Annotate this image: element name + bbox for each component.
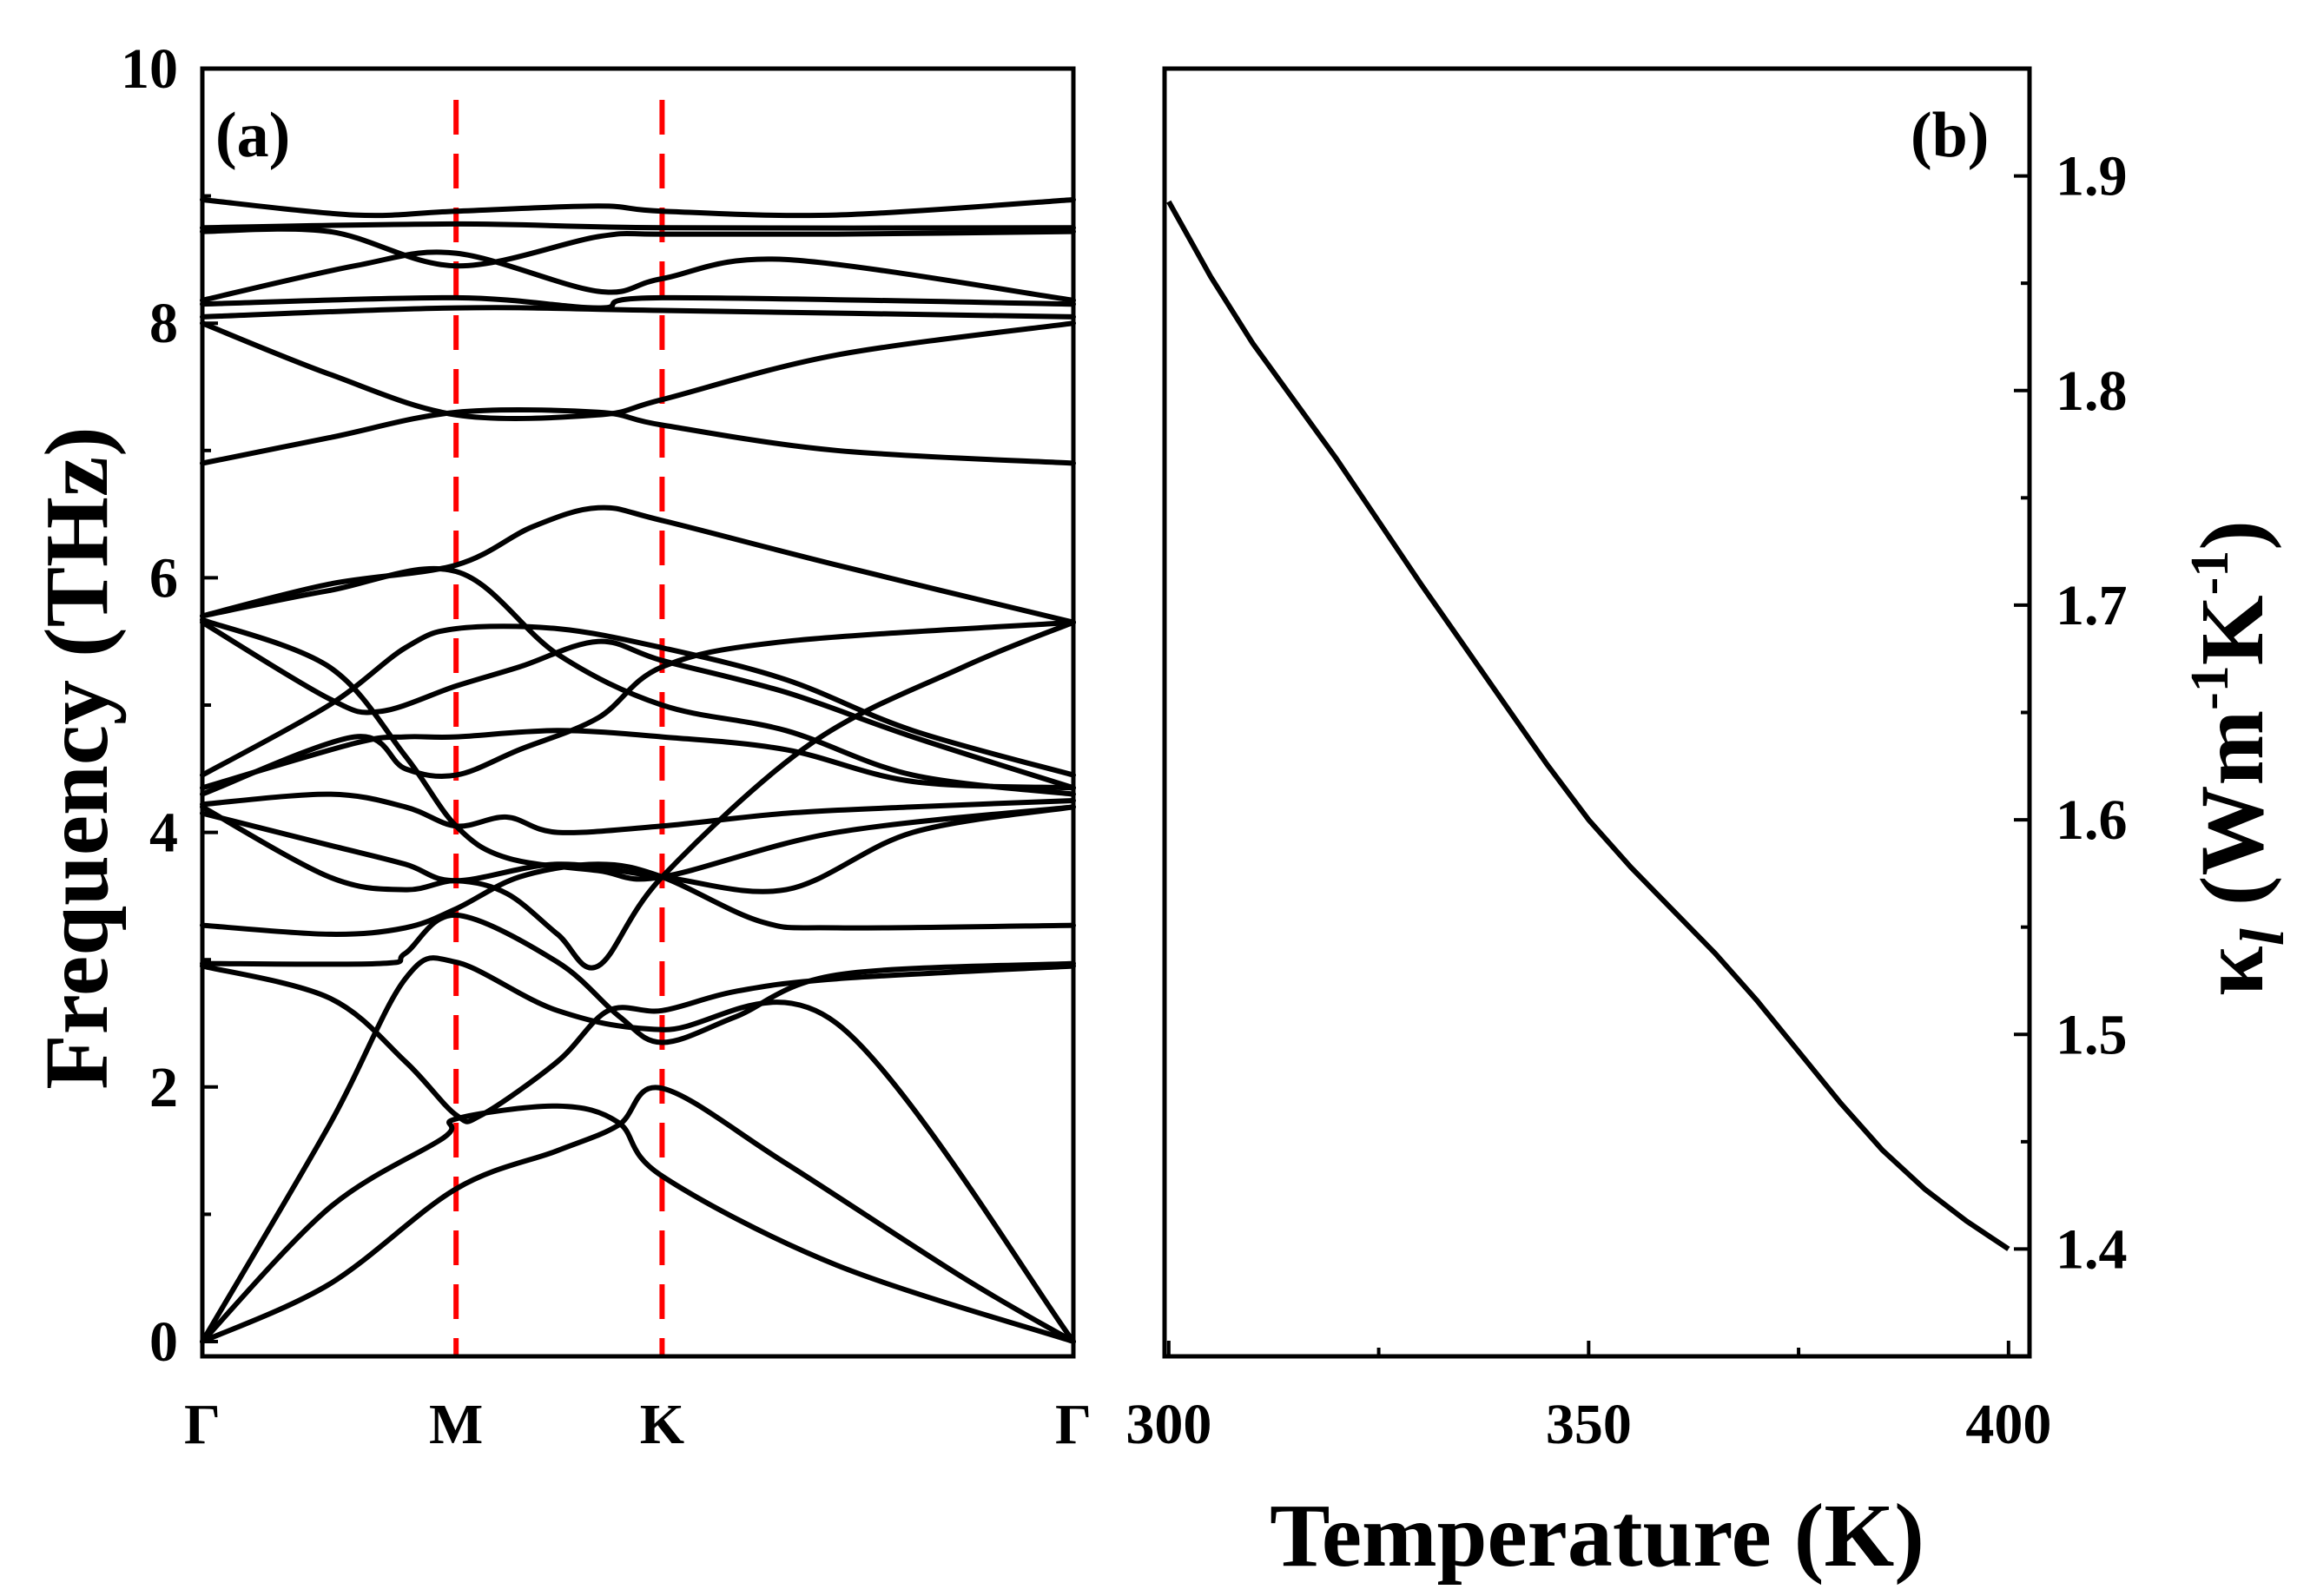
panel-a-label: (a) [215, 100, 290, 171]
y-tick-label-10: 10 [121, 37, 178, 101]
phonon-band-8 [200, 804, 1076, 894]
panel-b-y-axis-title: κl (Wm-1K-1) [2181, 520, 2297, 996]
phonon-band-7 [200, 619, 1076, 971]
panel-b-y-tick-labels: 1.4 1.5 1.6 1.7 1.8 1.9 [2056, 145, 2128, 1282]
phonon-band-17 [200, 407, 1076, 466]
phonon-band-2 [200, 1103, 1076, 1344]
unit-open: (Wm [2182, 710, 2282, 928]
panel-b-x-axis-title: Temperature (K) [1270, 1486, 1924, 1586]
phonon-band-19 [200, 305, 1076, 320]
y-tick-label-6: 6 [149, 546, 178, 610]
k-point-label-2: K [640, 1393, 684, 1456]
panel-a-y-axis-title: Frequency (THz) [27, 426, 127, 1090]
panel-a-frame [200, 66, 1076, 1359]
phonon-band-23 [200, 221, 1076, 231]
kappa-curve [1166, 200, 2010, 1251]
phonon-band-22 [200, 226, 1076, 269]
unit-exponent-1: -1 [2181, 665, 2240, 710]
y-tick-label-1.7: 1.7 [2056, 574, 2128, 637]
phonon-band-11 [200, 728, 1076, 791]
y-tick-label-4: 4 [149, 801, 178, 865]
phonon-band-24 [200, 197, 1076, 219]
y-tick-label-8: 8 [149, 292, 178, 355]
phonon-band-20 [200, 294, 1076, 311]
panel-b-frame [1162, 66, 2032, 1359]
unit-mid: K [2182, 595, 2282, 665]
high-symmetry-dashed-lines [453, 100, 665, 1356]
k-point-label-0: Γ [184, 1393, 221, 1456]
y-tick-label-1.9: 1.9 [2056, 145, 2128, 208]
phonon-band-18 [200, 320, 1076, 422]
phonon-band-15 [200, 565, 1076, 797]
panel-b-label: (b) [1911, 100, 1989, 171]
y-tick-label-1.5: 1.5 [2056, 1003, 2128, 1066]
panel-a-y-ticks [202, 67, 218, 1343]
phonon-band-3 [200, 955, 1076, 1344]
panel-a-phonon-dispersion: 0 2 4 6 8 10 Γ M K Γ (a) Frequency (THz) [27, 37, 1092, 1456]
phonon-band-14 [200, 617, 1076, 882]
y-tick-label-1.6: 1.6 [2056, 788, 2128, 852]
panel-a-y-tick-labels: 0 2 4 6 8 10 [121, 37, 178, 1374]
phonon-band-5 [200, 912, 1076, 1045]
x-tick-label-300: 300 [1125, 1393, 1211, 1456]
y-tick-label-1.8: 1.8 [2056, 359, 2128, 423]
y-tick-label-2: 2 [149, 1056, 178, 1119]
y-tick-label-0: 0 [149, 1310, 178, 1374]
unit-close: ) [2182, 520, 2282, 551]
phonon-band-1 [200, 1085, 1076, 1344]
phonon-band-10 [200, 619, 1076, 797]
kappa-symbol: κ [2182, 946, 2282, 996]
phonon-band-21 [200, 249, 1076, 303]
x-tick-label-400: 400 [1965, 1393, 2051, 1456]
phonon-band-16 [200, 505, 1076, 625]
kappa-subscript: l [2228, 928, 2297, 946]
panel-b-x-tick-labels: 300 350 400 [1125, 1393, 2051, 1456]
y-tick-label-1.4: 1.4 [2056, 1217, 2128, 1281]
x-tick-label-350: 350 [1546, 1393, 1632, 1456]
unit-exponent-2: -1 [2181, 551, 2240, 596]
k-point-label-3: Γ [1055, 1393, 1092, 1456]
phonon-band-13 [200, 619, 1076, 791]
panel-b-thermal-conductivity: 1.4 1.5 1.6 1.7 1.8 1.9 300 350 400 (b) Tempera… [1125, 66, 2297, 1586]
k-point-label-1: M [429, 1393, 483, 1456]
phonon-band-9 [200, 791, 1076, 835]
phonon-bands [200, 197, 1076, 1344]
